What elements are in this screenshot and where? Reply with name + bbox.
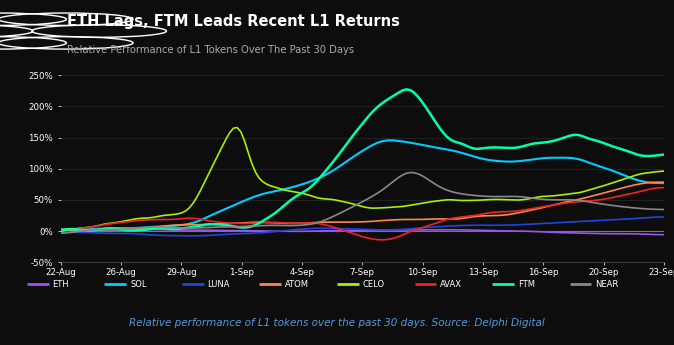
Text: ATOM: ATOM bbox=[285, 279, 309, 288]
Text: FTM: FTM bbox=[518, 279, 534, 288]
Text: NEAR: NEAR bbox=[595, 279, 618, 288]
Text: Relative performance of L1 tokens over the past 30 days. Source: Delphi Digital: Relative performance of L1 tokens over t… bbox=[129, 318, 545, 328]
Text: ETH: ETH bbox=[53, 279, 69, 288]
Text: AVAX: AVAX bbox=[440, 279, 462, 288]
Text: ETH Lags, FTM Leads Recent L1 Returns: ETH Lags, FTM Leads Recent L1 Returns bbox=[67, 14, 400, 29]
Text: CELO: CELO bbox=[363, 279, 385, 288]
Text: LUNA: LUNA bbox=[208, 279, 230, 288]
Text: SOL: SOL bbox=[130, 279, 146, 288]
Text: Relative Performance of L1 Tokens Over The Past 30 Days: Relative Performance of L1 Tokens Over T… bbox=[67, 45, 355, 55]
